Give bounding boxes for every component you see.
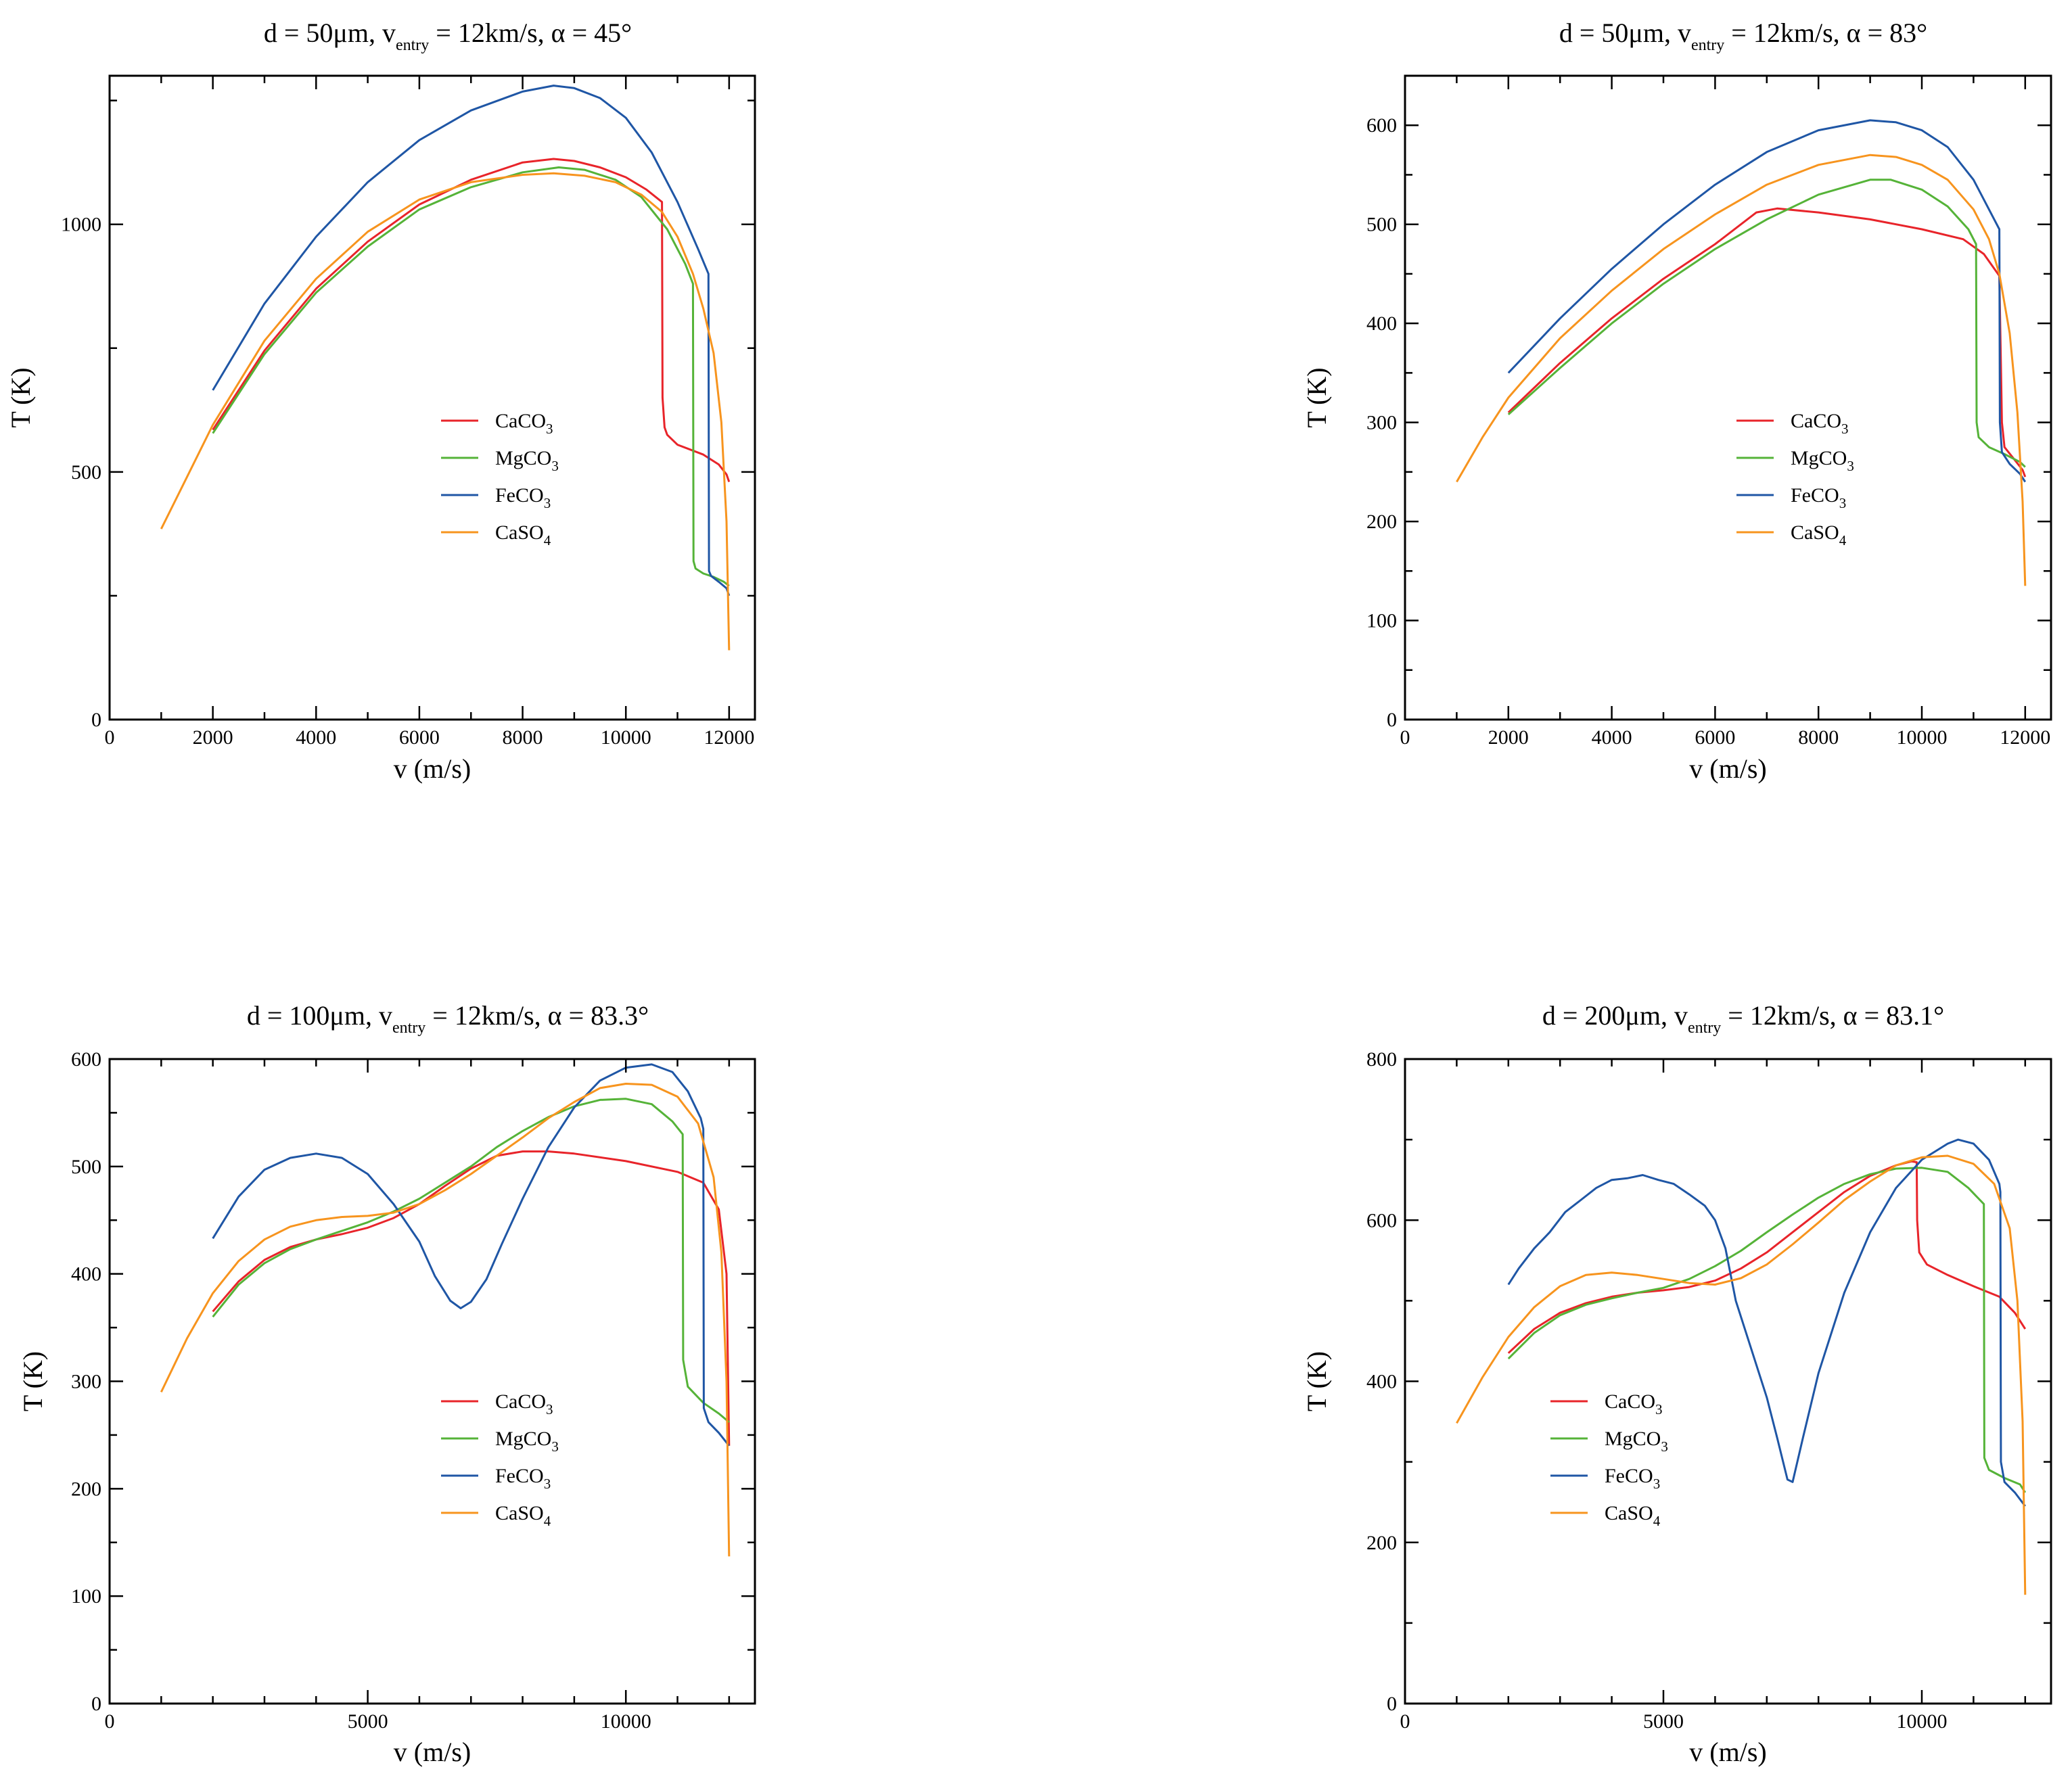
y-tick-label: 600 [1366,114,1397,137]
y-tick-label: 600 [71,1048,101,1071]
series-line-caco3 [1507,207,2027,477]
series-line-feco3 [1507,119,2027,483]
y-axis-label: T (K) [1302,367,1332,427]
y-tick-label: 500 [1366,214,1397,236]
legend-label-mgco3: MgCO3 [1605,1428,1668,1455]
y-tick-label: 400 [1366,1371,1397,1393]
y-tick-label: 600 [1366,1209,1397,1232]
y-tick-label: 200 [1366,1532,1397,1554]
legend-label-feco3: FeCO3 [495,1465,551,1492]
legend-label-mgco3: MgCO3 [1791,447,1854,474]
y-tick-label: 100 [71,1585,101,1608]
x-axis-label: v (m/s) [394,753,471,784]
legend-label-caso4: CaSO4 [1791,521,1847,548]
y-axis-label: T (K) [18,1351,48,1411]
x-tick-label: 12000 [704,726,754,749]
series-line-caco3 [1507,1160,2027,1354]
series-line-caso4 [160,1083,731,1557]
legend-label-caso4: CaSO4 [1605,1502,1661,1529]
x-tick-label: 4000 [1592,726,1632,749]
series-line-feco3 [212,85,731,596]
x-tick-label: 10000 [1897,726,1948,749]
y-tick-label: 300 [71,1371,101,1393]
x-tick-label: 5000 [348,1710,388,1733]
y-axis-label: T (K) [1302,1351,1332,1411]
legend-label-caco3: CaCO3 [495,410,553,437]
chart-panel-1: d = 50μm, ventry = 12km/s, α = 45° 0 2000 4… [0,0,1036,891]
chart-svg: d = 100μm, ventry = 12km/s, α = 83.3° 0 50… [18,1000,756,1767]
series-line-mgco3 [212,1098,730,1424]
legend-label-caco3: CaCO3 [495,1390,553,1417]
y-tick-label: 0 [1387,1693,1397,1715]
chart-title: d = 50μm, ventry = 12km/s, α = 83° [1559,18,1927,54]
y-tick-label: 0 [1387,709,1397,731]
series-line-caco3 [212,1150,731,1446]
series-line-caso4 [160,172,731,651]
y-tick-label: 200 [1366,511,1397,533]
x-axis-label: v (m/s) [1689,753,1766,784]
chart-panel-3: d = 100μm, ventry = 12km/s, α = 83.3° 0 50… [0,891,1036,1782]
series-line-caco3 [212,158,731,482]
y-tick-label: 0 [91,709,101,731]
legend-label-caso4: CaSO4 [495,1502,551,1529]
plot-frame [108,1058,756,1705]
chart-svg: d = 200μm, ventry = 12km/s, α = 83.1° 0 50… [1302,1000,2052,1767]
legend-label-feco3: FeCO3 [1791,484,1846,511]
chart-svg: d = 50μm, ventry = 12km/s, α = 45° 0 2000 4… [5,18,756,784]
x-tick-label: 10000 [1897,1710,1948,1733]
series-line-mgco3 [1507,1167,2027,1493]
legend-label-mgco3: MgCO3 [495,447,559,474]
x-tick-label: 2000 [193,726,233,749]
legend-label-feco3: FeCO3 [1605,1465,1660,1492]
x-tick-label: 2000 [1488,726,1529,749]
series-line-mgco3 [1507,179,2026,468]
chart-panel-4: d = 200μm, ventry = 12km/s, α = 83.1° 0 50… [1036,891,2072,1782]
y-tick-label: 1000 [61,214,101,236]
chart-title: d = 200μm, ventry = 12km/s, α = 83.1° [1542,1000,1944,1037]
series-line-feco3 [212,1063,730,1447]
x-tick-label: 0 [105,1710,115,1733]
x-tick-label: 10000 [601,1710,651,1733]
series-line-feco3 [1507,1138,2026,1507]
chart-title: d = 100μm, ventry = 12km/s, α = 83.3° [247,1000,649,1037]
series-line-caso4 [1456,154,2027,586]
x-tick-label: 8000 [503,726,543,749]
series-line-caso4 [1456,1154,2027,1595]
y-tick-label: 500 [71,1156,101,1178]
plot-frame [1404,1058,2052,1705]
legend-label-caso4: CaSO4 [495,521,551,548]
legend-label-mgco3: MgCO3 [495,1428,559,1455]
legend-label-feco3: FeCO3 [495,484,551,511]
legend-label-caco3: CaCO3 [1791,410,1849,437]
y-tick-label: 400 [71,1263,101,1286]
x-tick-label: 10000 [601,726,651,749]
chart-panel-2: d = 50μm, ventry = 12km/s, α = 83° 0 2000 4… [1036,0,2072,891]
plot-frame [108,74,756,721]
y-tick-label: 200 [71,1478,101,1500]
x-tick-label: 6000 [399,726,440,749]
x-axis-label: v (m/s) [394,1737,471,1767]
y-tick-label: 400 [1366,312,1397,335]
y-tick-label: 800 [1366,1048,1397,1071]
series-line-mgco3 [212,166,730,587]
y-tick-label: 0 [91,1693,101,1715]
x-tick-label: 0 [1400,1710,1410,1733]
x-tick-label: 4000 [296,726,336,749]
x-tick-label: 0 [105,726,115,749]
x-axis-label: v (m/s) [1689,1737,1766,1767]
x-tick-label: 12000 [2000,726,2050,749]
chart-title: d = 50μm, ventry = 12km/s, α = 45° [264,18,632,54]
y-tick-label: 300 [1366,412,1397,434]
x-tick-label: 0 [1400,726,1410,749]
y-tick-label: 500 [71,461,101,484]
chart-svg: d = 50μm, ventry = 12km/s, α = 83°0 2000 4… [1302,18,2052,784]
x-tick-label: 6000 [1695,726,1735,749]
x-tick-label: 8000 [1798,726,1839,749]
x-tick-label: 5000 [1643,1710,1684,1733]
y-tick-label: 100 [1366,610,1397,632]
y-axis-label: T (K) [5,367,36,427]
plot-frame [1404,74,2052,721]
legend-label-caco3: CaCO3 [1605,1390,1663,1417]
